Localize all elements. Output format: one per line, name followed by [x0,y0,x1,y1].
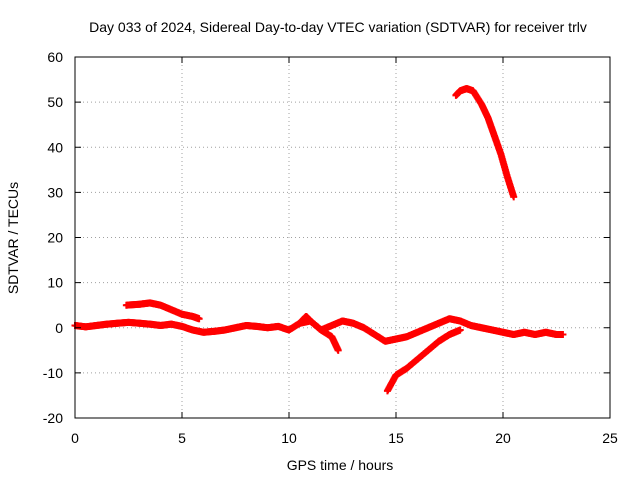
y-tick-label: -10 [43,365,63,381]
x-axis-label: GPS time / hours [287,457,394,473]
x-tick-label: 15 [388,430,404,446]
y-tick-label: 50 [47,94,63,110]
data-point [456,326,464,334]
series-arc-5 [452,85,518,201]
y-tick-label: 20 [47,230,63,246]
y-tick-label: 40 [47,139,63,155]
y-tick-label: -20 [43,410,63,426]
data-point [195,315,203,323]
y-axis-label: SDTVAR / TECUs [5,182,21,294]
series-arc-4 [383,326,464,395]
data-point [334,346,342,354]
x-tick-label: 0 [71,430,79,446]
x-tick-label: 10 [281,430,297,446]
x-tick-label: 25 [602,430,618,446]
series-arc-1 [71,312,567,345]
plot-area [71,85,567,395]
series-arc-2 [122,299,203,323]
data-point [559,331,567,339]
y-tick-label: 30 [47,184,63,200]
y-tick-label: 0 [55,320,63,336]
y-tick-label: 60 [47,49,63,65]
chart-title: Day 033 of 2024, Sidereal Day-to-day VTE… [89,19,587,35]
grid [75,57,610,418]
data-point [510,193,518,201]
series-arc-3 [296,317,342,354]
axes: 0 5 10 15 20 25 -20 -10 0 10 20 30 40 50 60 [43,49,618,446]
x-tick-label: 5 [178,430,186,446]
x-tick-label: 20 [495,430,511,446]
y-tick-label: 10 [47,275,63,291]
